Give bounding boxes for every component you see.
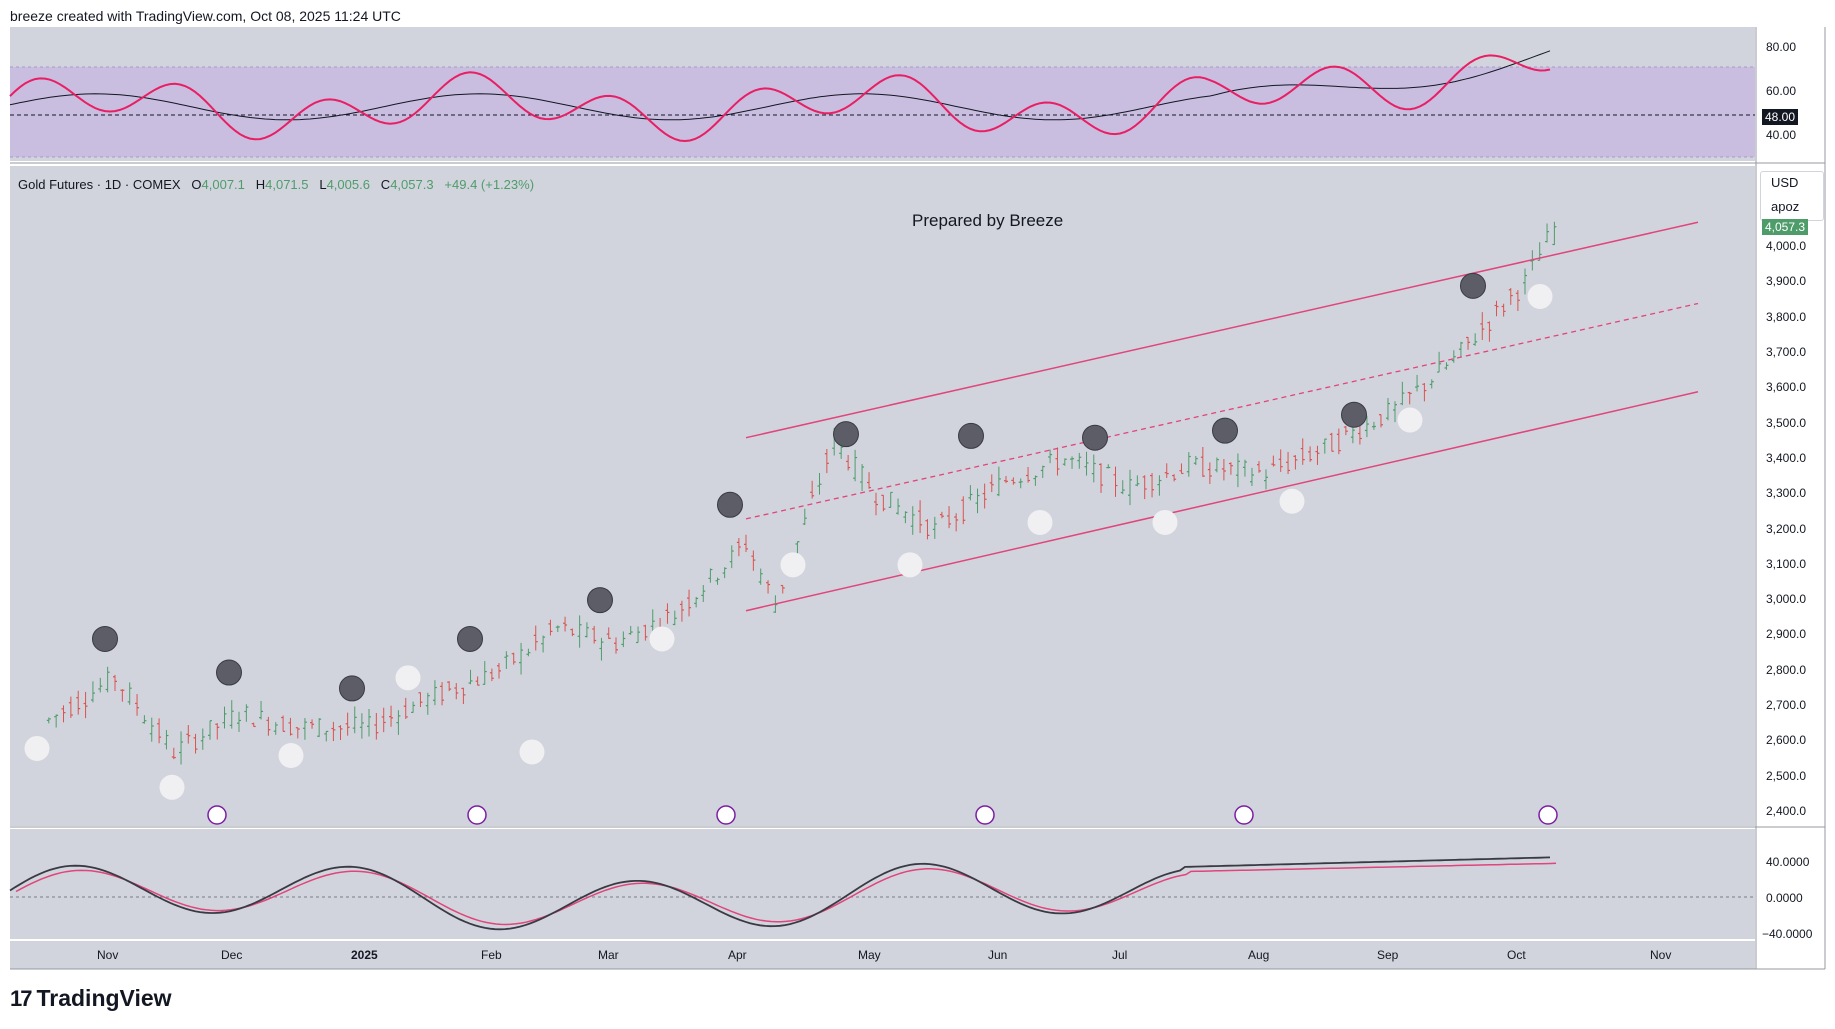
time-label: May xyxy=(858,948,881,962)
price-tick: 2,700.0 xyxy=(1766,698,1807,713)
price-tick: 2,500.0 xyxy=(1766,768,1807,783)
macd-signal-line xyxy=(15,862,1557,926)
rsi-tick: 60.00 xyxy=(1766,84,1797,98)
close-value: 4,057.3 xyxy=(390,177,434,192)
close-label: C xyxy=(380,177,391,192)
swing-high-marker xyxy=(1341,401,1367,428)
currency-option[interactable]: USD xyxy=(1771,175,1799,190)
time-label: Jul xyxy=(1112,948,1128,962)
currency-menu[interactable]: USD apoz xyxy=(1760,171,1824,221)
swing-low-marker xyxy=(897,552,923,578)
swing-low-marker xyxy=(519,739,545,765)
swing-high-marker xyxy=(216,659,242,686)
last-price-tag: 4,057.3 xyxy=(1762,219,1809,235)
time-label: Jun xyxy=(988,948,1008,962)
time-label: Mar xyxy=(598,948,619,962)
rsi-tick: 40.00 xyxy=(1766,128,1797,142)
time-label: Oct xyxy=(1507,948,1526,962)
price-tick: 3,600.0 xyxy=(1766,380,1807,395)
dividend-event-icon xyxy=(716,805,736,825)
price-tick: 4,000.0 xyxy=(1766,239,1807,253)
chart-annotation: Prepared by Breeze xyxy=(912,211,1064,230)
price-tick: 2,400.0 xyxy=(1766,804,1807,818)
macd-tick: −40.0000 xyxy=(1762,927,1813,941)
swing-high-marker xyxy=(833,421,859,448)
dividend-event-icon xyxy=(467,805,487,825)
swing-high-marker xyxy=(717,491,743,518)
swing-high-marker xyxy=(1212,417,1238,444)
swing-low-marker xyxy=(1152,509,1178,535)
swing-low-marker xyxy=(1027,509,1053,535)
open-label: O xyxy=(191,177,202,192)
price-tick: 2,800.0 xyxy=(1766,662,1807,677)
price-tick: 3,400.0 xyxy=(1766,450,1807,465)
swing-high-marker xyxy=(457,625,483,652)
swing-high-marker xyxy=(1460,272,1486,299)
symbol-name: Gold Futures · 1D · COMEX xyxy=(18,177,181,192)
time-label: Aug xyxy=(1248,948,1270,962)
swing-high-marker xyxy=(339,675,365,702)
open-value: 4,007.1 xyxy=(201,177,245,192)
time-label: Apr xyxy=(728,948,747,962)
channel-upper-line xyxy=(745,221,1699,439)
dividend-event-icon xyxy=(1234,805,1254,825)
price-tick: 3,300.0 xyxy=(1766,486,1807,501)
price-tick: 3,800.0 xyxy=(1766,309,1807,324)
swing-low-marker xyxy=(159,774,185,800)
macd-line xyxy=(9,856,1551,931)
swing-low-marker xyxy=(1279,488,1305,514)
change-value: +49.4 (+1.23%) xyxy=(444,177,535,192)
swing-high-marker xyxy=(92,625,118,652)
brand-name: TradingView xyxy=(36,985,172,1011)
rsi-line xyxy=(9,54,1551,143)
tv-logo-icon: 17 xyxy=(10,985,33,1011)
low-label: L xyxy=(319,177,327,192)
swing-low-marker xyxy=(649,626,675,652)
price-tick: 3,900.0 xyxy=(1766,274,1807,289)
dividend-event-icon xyxy=(207,805,227,825)
time-axis-bg xyxy=(10,941,1755,969)
price-panel-bg xyxy=(10,166,1755,826)
swing-low-marker xyxy=(1527,283,1553,309)
macd-tick: 0.0000 xyxy=(1766,891,1803,905)
time-label: 2025 xyxy=(351,948,378,962)
rsi-tick: 80.00 xyxy=(1766,40,1797,54)
swing-low-marker xyxy=(780,552,806,578)
swing-low-marker xyxy=(278,743,304,768)
high-label: H xyxy=(255,177,266,192)
price-tick: 3,700.0 xyxy=(1766,344,1807,359)
swing-low-marker xyxy=(24,735,50,761)
time-label: Feb xyxy=(481,948,502,962)
time-label: Nov xyxy=(1650,948,1672,962)
swing-low-marker xyxy=(395,665,421,691)
tradingview-logo[interactable]: 17 TradingView xyxy=(10,985,172,1012)
macd-panel-bg xyxy=(10,829,1755,939)
price-tick: 3,100.0 xyxy=(1766,556,1807,571)
low-value: 4,005.6 xyxy=(326,177,370,192)
rsi-level-tag: 48.00 xyxy=(1762,109,1799,125)
rsi-ma-line xyxy=(9,50,1551,121)
channel-middle-line xyxy=(745,302,1699,520)
swing-low-marker xyxy=(1397,407,1423,433)
price-tick: 3,500.0 xyxy=(1766,415,1807,430)
price-tick: 2,600.0 xyxy=(1766,733,1807,748)
user-option[interactable]: apoz xyxy=(1771,199,1800,214)
macd-tick: 40.0000 xyxy=(1766,855,1810,869)
price-tick: 3,000.0 xyxy=(1766,592,1807,607)
time-label: Sep xyxy=(1377,948,1399,962)
dividend-event-icon xyxy=(975,805,995,825)
swing-high-marker xyxy=(587,587,613,614)
swing-high-marker xyxy=(958,422,984,449)
time-label: Dec xyxy=(221,948,243,962)
high-value: 4,071.5 xyxy=(265,177,309,192)
symbol-info-bar[interactable]: Gold Futures · 1D · COMEX O4,007.1 H4,07… xyxy=(18,177,534,192)
chart-attribution: breeze created with TradingView.com, Oct… xyxy=(10,8,401,24)
lightning-event-icon xyxy=(1538,805,1558,825)
price-tick: 2,900.0 xyxy=(1766,627,1807,642)
swing-high-marker xyxy=(1082,424,1108,451)
price-tick: 3,200.0 xyxy=(1766,521,1807,536)
time-label: Nov xyxy=(97,948,119,962)
